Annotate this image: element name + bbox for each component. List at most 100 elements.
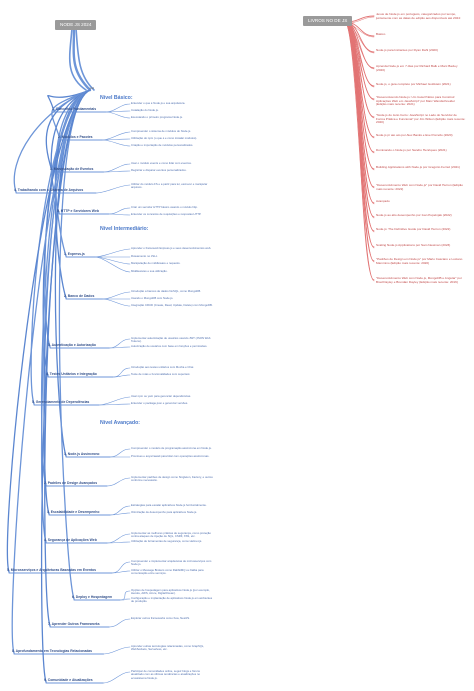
topic-node[interactable]: 4. Trabalhando com o Sistema de Arquivos <box>14 188 84 192</box>
leaf-note[interactable]: Opções de hospedagem para aplicativos No… <box>131 588 210 596</box>
topic-node[interactable]: 6. Deploy e Hospedagem <box>72 595 113 599</box>
leaf-note[interactable]: Estratégias para escalar aplicativos Nod… <box>131 503 207 507</box>
topic-node[interactable]: 4. Testes Unitários e Integração <box>46 372 97 376</box>
leaf-note[interactable]: Instalação do Node.js. <box>131 108 159 112</box>
book-entry[interactable]: "Desenvolvimento Web com Node.js" por Da… <box>376 183 463 191</box>
book-entry[interactable]: Node.js: The Definitive Guide por David … <box>376 227 451 231</box>
leaf-note[interactable]: Introdução aos testes unitários com Moch… <box>131 365 194 369</box>
book-connector <box>344 21 375 282</box>
leaf-note[interactable]: Utilizar do módulo FS e a partir para le… <box>131 182 208 190</box>
book-entry[interactable]: "Desenvolvendo Node.js: Um Guia Prático … <box>376 95 455 107</box>
leaf-connector <box>112 374 131 378</box>
leaf-note[interactable]: Implementar padrões de design como Singl… <box>131 475 213 483</box>
topic-connector <box>6 89 91 573</box>
leaf-note[interactable]: Utilização de ferramentas de segurança, … <box>131 539 203 543</box>
leaf-note[interactable]: Entender o que é Node.js e sua arquitetu… <box>131 101 186 105</box>
leaf-note[interactable]: Entender os conceitos de requisições e r… <box>131 212 202 216</box>
root-stem-line <box>68 27 87 91</box>
leaf-note[interactable]: Participar de comunidades online, seguir… <box>131 669 201 680</box>
book-entry[interactable]: Aprenda Node.js em 7 dias por Richard Ba… <box>376 64 458 72</box>
leaf-note[interactable]: Autorização de usuários com base em funç… <box>131 344 208 348</box>
leaf-note[interactable]: Usando o MongoDB com Node.js. <box>131 296 174 300</box>
leaf-note[interactable]: Criar um servidor HTTP básico usando o m… <box>131 205 198 209</box>
leaf-note[interactable]: Registrar e disparar eventos personaliza… <box>131 168 187 172</box>
leaf-note[interactable]: Promises e async/await para lidar com op… <box>131 454 210 458</box>
book-entry[interactable]: Básico <box>376 32 386 36</box>
leaf-connector <box>103 646 131 655</box>
topic-node[interactable]: 2. Módulos e Pacotes <box>58 135 93 139</box>
leaf-note[interactable]: Utilizar o Message Brokers como RabbitMQ… <box>131 568 204 576</box>
book-entry[interactable]: "Node.js do Jeito Certo: JavaScript no L… <box>376 113 466 125</box>
leaf-note[interactable]: Executando o primeiro programa Node.js. <box>131 115 183 119</box>
topic-node[interactable]: 5. Gerenciamento de Dependências <box>32 400 90 404</box>
book-entry[interactable]: Jesus de Node.js em português, categoriz… <box>376 12 461 20</box>
topic-node[interactable]: 8. Aprofundamento em Tecnologias Relacio… <box>12 649 93 653</box>
topic-connector <box>40 89 91 683</box>
topic-node[interactable]: 5. HTTP e Servidores Web <box>57 209 99 213</box>
leaf-note[interactable]: Compreender o modelo de programação assí… <box>131 446 212 450</box>
book-entry[interactable]: "Desenvolvimento Web com Node.js, MongoD… <box>376 276 462 284</box>
leaf-note[interactable]: Middlewares e sua utilização. <box>131 269 168 273</box>
topic-node[interactable]: 4. Segurança de Aplicações Web <box>44 538 97 542</box>
topic-node[interactable]: 1. Conceitos Fundamentais <box>52 107 97 111</box>
leaf-note[interactable]: Manipulação de middleware e requests. <box>131 261 181 265</box>
topic-node[interactable]: 3. Autenticação e Autorização <box>48 343 96 347</box>
leaf-note[interactable]: Otimização de desempenho para aplicativo… <box>131 510 198 514</box>
right-root-node[interactable]: LIVROS NO DE JS <box>303 16 353 26</box>
leaf-connector <box>108 346 131 349</box>
book-entry[interactable]: Node.js ao alto desempenho por Ivan Pepe… <box>376 213 452 217</box>
leaf-note[interactable]: Criação e importação de módulos personal… <box>131 143 194 147</box>
leaf-note[interactable]: Entender o package.json e gerenciar vers… <box>131 401 189 405</box>
leaf-connector <box>98 403 131 406</box>
topic-node[interactable]: 1. Express.js <box>64 252 85 256</box>
section-heading[interactable]: Nível Básico: <box>100 95 133 101</box>
topic-node[interactable]: 3. Escalabilidade e Desempenho <box>47 510 100 514</box>
leaf-note[interactable]: Integração CRUD (Create, Read, Update, D… <box>131 303 213 307</box>
topic-connector <box>11 89 91 654</box>
leaf-connector <box>102 291 131 300</box>
leaf-connector <box>109 512 131 516</box>
book-entry[interactable]: Scaling Node.js Applications por Sam New… <box>376 243 451 247</box>
topic-node[interactable]: 2. Padrões de Design Avançados <box>44 481 98 485</box>
leaf-connector <box>111 570 131 574</box>
leaf-note[interactable]: Compreender e implementar arquiteturas d… <box>131 559 212 567</box>
leaf-connector <box>108 207 131 215</box>
leaf-note[interactable]: Aprender o framework Express.js e seus d… <box>131 246 212 250</box>
book-entry[interactable]: Building Applications with Node.js por G… <box>376 165 460 169</box>
book-entry[interactable]: Avançado <box>376 199 390 203</box>
leaf-note[interactable]: Teste de rotas e funcionalidades com sup… <box>131 372 191 376</box>
root-stem-line <box>72 26 92 92</box>
leaf-connector <box>112 367 131 378</box>
leaf-note[interactable]: Usar o módulo events e como lidar com ev… <box>131 161 192 165</box>
hub-label: nodl <box>89 87 94 90</box>
book-entry[interactable]: "Padrões de Design em Node.js" por Mario… <box>376 257 463 265</box>
leaf-connector <box>106 541 131 544</box>
book-entry[interactable]: Dominando o Node.js por Sandro Henriques… <box>376 148 447 152</box>
leaf-connector <box>95 184 131 194</box>
leaf-note[interactable]: Roteamento no JSLc. <box>131 254 158 258</box>
left-root-node[interactable]: NODE JS 2024 <box>55 20 97 30</box>
topic-node[interactable]: 2. Banco de Dados <box>64 294 95 298</box>
leaf-note[interactable]: Introdução a bancos de dados NoSQL, como… <box>131 289 201 293</box>
leaf-note[interactable]: Configuração e implantação de aplicativo… <box>131 596 213 604</box>
section-heading[interactable]: Nível Avançado: <box>100 420 140 426</box>
topic-node[interactable]: 9. Comunidade e Atualizações <box>44 678 93 682</box>
book-entry[interactable]: Node.js para Iniciantes por Ryan Dahl (2… <box>376 48 438 52</box>
topic-node[interactable]: 5. Microsserviços e Arquiteturas Baseada… <box>7 568 97 572</box>
leaf-note[interactable]: Implementar autenticação de usuários usa… <box>131 336 211 344</box>
book-entry[interactable]: Node.js pr ato ato por Alex Banks e Eve … <box>376 133 453 137</box>
topic-node[interactable]: 7. Aprender Outros Frameworks <box>48 622 100 626</box>
leaf-note[interactable]: Utilização do npm (o que é e como instal… <box>131 136 198 140</box>
section-heading[interactable]: Nível Intermediário: <box>100 226 149 232</box>
leaf-connector <box>106 533 131 544</box>
leaf-note[interactable]: Usar npm ou yarn para gerenciar dependên… <box>131 394 192 398</box>
leaf-note[interactable]: Explorar outros frameworks como Koa, Nes… <box>131 616 190 620</box>
topic-node[interactable]: 3. Manipulação de Eventos <box>50 167 94 171</box>
leaf-note[interactable]: Aprender outras tecnologias relacionadas… <box>131 644 205 652</box>
leaf-connector <box>105 111 131 119</box>
topic-node[interactable]: 1. Node.js Assíncrono <box>64 452 100 456</box>
leaf-note[interactable]: Implementar as melhores práticas de segu… <box>131 531 211 539</box>
leaf-note[interactable]: Compreender o sistema de módulos do Node… <box>131 129 192 133</box>
book-entry[interactable]: Node.js, o guia completo por Michael Gol… <box>376 82 451 86</box>
